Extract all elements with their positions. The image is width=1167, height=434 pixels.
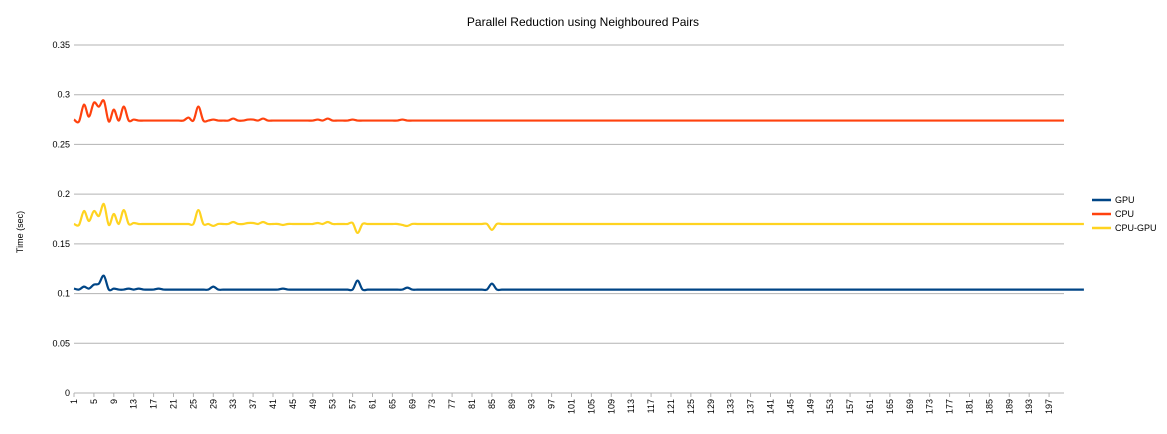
x-tick-label: 57 — [348, 399, 358, 409]
y-tick-label: 0.25 — [52, 139, 70, 149]
x-tick-label: 69 — [407, 399, 417, 409]
series-line-gpu — [73, 274, 1084, 292]
x-tick-label: 185 — [984, 399, 994, 414]
x-tick-label: 165 — [885, 399, 895, 414]
x-tick-label: 17 — [149, 399, 159, 409]
x-tick-label: 113 — [626, 399, 636, 413]
x-tick-label: 13 — [129, 399, 139, 409]
x-tick-label: 137 — [746, 399, 756, 414]
y-tick-label: 0.3 — [57, 90, 70, 100]
gridlines — [74, 44, 1064, 394]
x-tick-label: 105 — [586, 399, 596, 414]
x-tick-label: 81 — [467, 399, 477, 409]
legend-label: CPU — [1115, 209, 1134, 219]
x-tick-label: 193 — [1024, 399, 1034, 414]
y-tick-label: 0.1 — [57, 289, 70, 299]
x-tick-label: 125 — [686, 399, 696, 414]
x-tick-label: 141 — [765, 399, 775, 414]
x-tick-label: 37 — [248, 399, 258, 409]
x-tick-label: 121 — [666, 399, 676, 414]
x-tick-label: 189 — [1004, 399, 1014, 414]
x-tick-label: 145 — [785, 399, 795, 414]
y-tick-label: 0.2 — [57, 189, 70, 199]
legend-label: GPU — [1115, 195, 1135, 205]
x-tick-label: 177 — [945, 399, 955, 414]
x-tick-label: 117 — [646, 399, 656, 413]
series-lines — [73, 99, 1084, 292]
x-tick-label: 77 — [447, 399, 457, 409]
x-tick-label: 21 — [168, 399, 178, 409]
x-tick-label: 153 — [825, 399, 835, 414]
x-tick-label: 181 — [964, 399, 974, 414]
x-tick-label: 197 — [1044, 399, 1054, 414]
series-line-cpu-gpu — [73, 202, 1084, 235]
x-tick-label: 173 — [925, 399, 935, 414]
x-tick-label: 65 — [387, 399, 397, 409]
x-tick-label: 89 — [507, 399, 517, 409]
x-tick-label: 133 — [726, 399, 736, 414]
x-tick-label: 73 — [427, 399, 437, 409]
x-tick-label: 25 — [188, 399, 198, 409]
x-tick-label: 93 — [527, 399, 537, 409]
chart-title: Parallel Reduction using Neighboured Pai… — [467, 15, 699, 29]
legend-label: CPU-GPU — [1115, 223, 1157, 233]
x-tick-label: 97 — [547, 399, 557, 409]
x-tick-label: 61 — [367, 399, 377, 409]
x-tick-label: 33 — [228, 399, 238, 409]
y-tick-label: 0.35 — [52, 40, 70, 50]
y-axis-ticks: 0 0.05 0.1 0.15 0.2 0.25 0.3 0.35 — [52, 40, 70, 398]
x-tick-label: 157 — [845, 399, 855, 414]
x-tick-label: 29 — [208, 399, 218, 409]
y-axis-label: Time (sec) — [15, 211, 25, 253]
x-tick-label: 101 — [566, 399, 576, 414]
x-tick-label: 49 — [308, 399, 318, 409]
x-tick-label: 149 — [805, 399, 815, 414]
x-tick-label: 109 — [606, 399, 616, 414]
x-tick-label: 53 — [328, 399, 338, 409]
y-tick-label: 0 — [65, 388, 70, 398]
x-tick-label: 9 — [109, 399, 119, 404]
x-tick-label: 45 — [288, 399, 298, 409]
x-tick-label: 85 — [487, 399, 497, 409]
y-tick-label: 0.15 — [52, 239, 70, 249]
legend: GPU CPU CPU-GPU — [1092, 195, 1157, 233]
x-tick-label: 1 — [69, 399, 79, 404]
x-tick-label: 129 — [706, 399, 716, 414]
x-tick-label: 169 — [905, 399, 915, 414]
y-tick-label: 0.05 — [52, 338, 70, 348]
x-axis-ticks: 1 5 9 13 17 21 25 29 33 37 41 45 49 53 57 61 65 69 73 77 81 8… — [69, 393, 1054, 414]
x-tick-label: 161 — [865, 399, 875, 414]
x-tick-label: 41 — [268, 399, 278, 409]
x-tick-label: 5 — [89, 399, 99, 404]
series-line-cpu — [73, 99, 1064, 124]
